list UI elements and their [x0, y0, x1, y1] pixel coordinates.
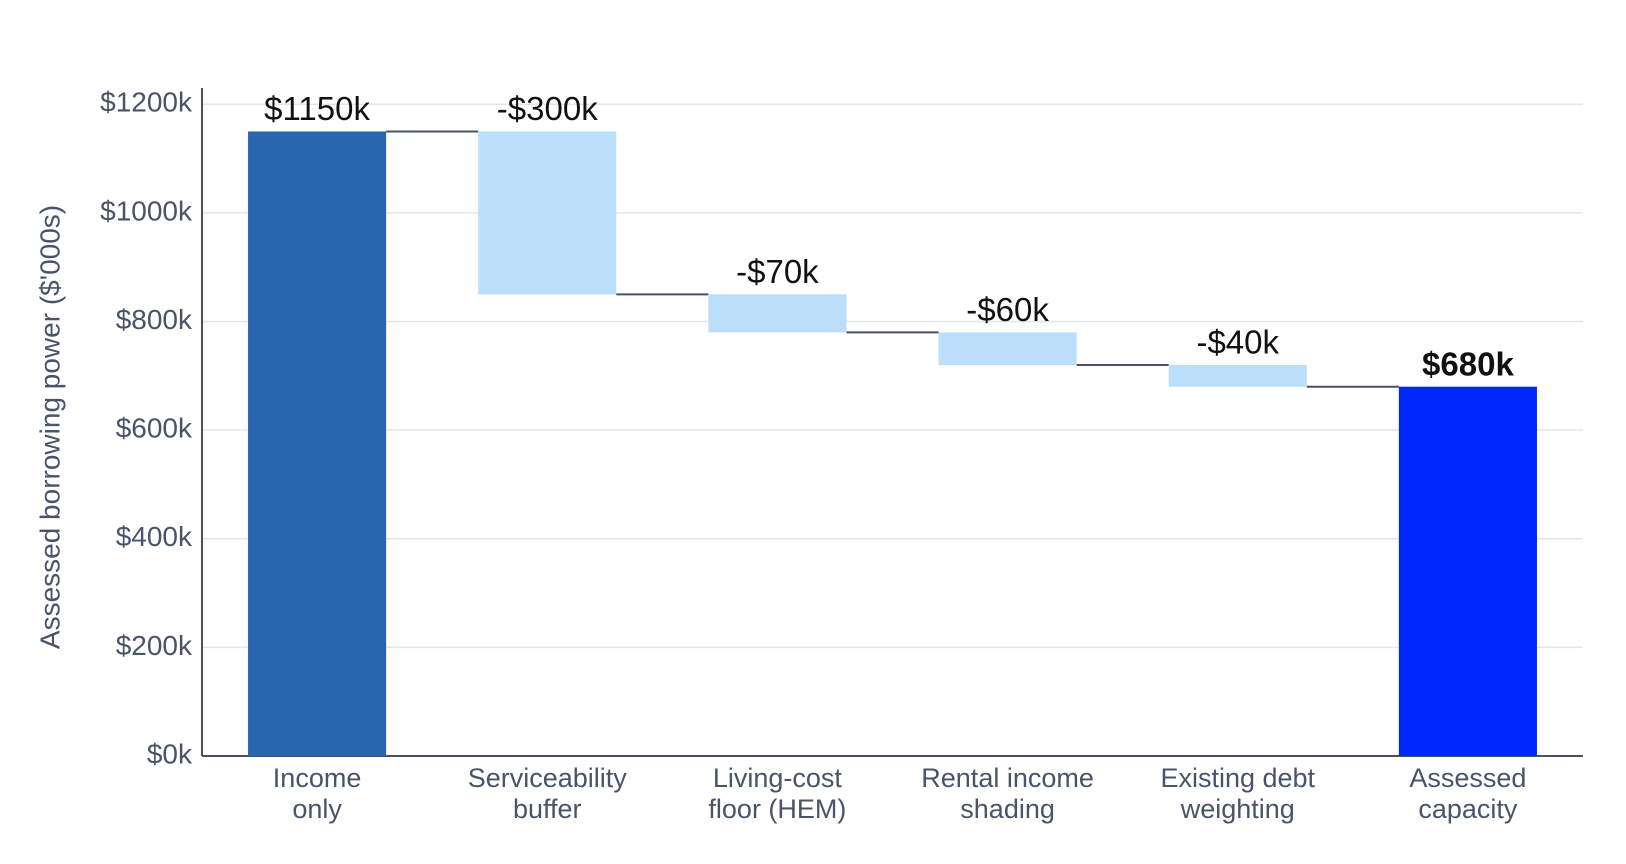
x-tick-label: shading: [960, 794, 1055, 824]
x-tick-label: buffer: [513, 794, 582, 824]
y-axis-label: Assessed borrowing power ($'000s): [34, 205, 65, 649]
bar: [1398, 386, 1537, 756]
y-tick-label: $1000k: [100, 195, 193, 226]
x-tick-label: Serviceability: [468, 763, 628, 793]
value-label: $680k: [1422, 345, 1514, 382]
value-label: -$60k: [966, 291, 1049, 328]
y-tick-label: $1200k: [100, 87, 193, 118]
y-tick-label: $200k: [116, 630, 193, 661]
x-tick-label: weighting: [1180, 794, 1295, 824]
x-tick-label: capacity: [1418, 794, 1518, 824]
y-tick-label: $800k: [116, 304, 193, 335]
x-tick-label: only: [292, 794, 342, 824]
bar: [938, 332, 1077, 365]
x-tick-label: floor (HEM): [708, 794, 846, 824]
bar: [1168, 364, 1307, 387]
value-label: -$300k: [497, 90, 598, 127]
y-tick-label: $0k: [147, 738, 193, 769]
x-tick-label: Income: [273, 763, 362, 793]
x-tick-label: Living-cost: [713, 763, 843, 793]
y-tick-label: $600k: [116, 413, 193, 444]
x-tick-label: Existing debt: [1160, 763, 1315, 793]
x-tick-label: Assessed: [1409, 763, 1526, 793]
y-tick-label: $400k: [116, 521, 193, 552]
x-tick-label: Rental income: [921, 763, 1094, 793]
bar: [478, 131, 617, 295]
bar: [248, 131, 387, 757]
value-label: -$70k: [736, 253, 819, 290]
value-label: $1150k: [264, 90, 370, 127]
bar: [708, 294, 847, 333]
value-label: -$40k: [1196, 324, 1279, 361]
